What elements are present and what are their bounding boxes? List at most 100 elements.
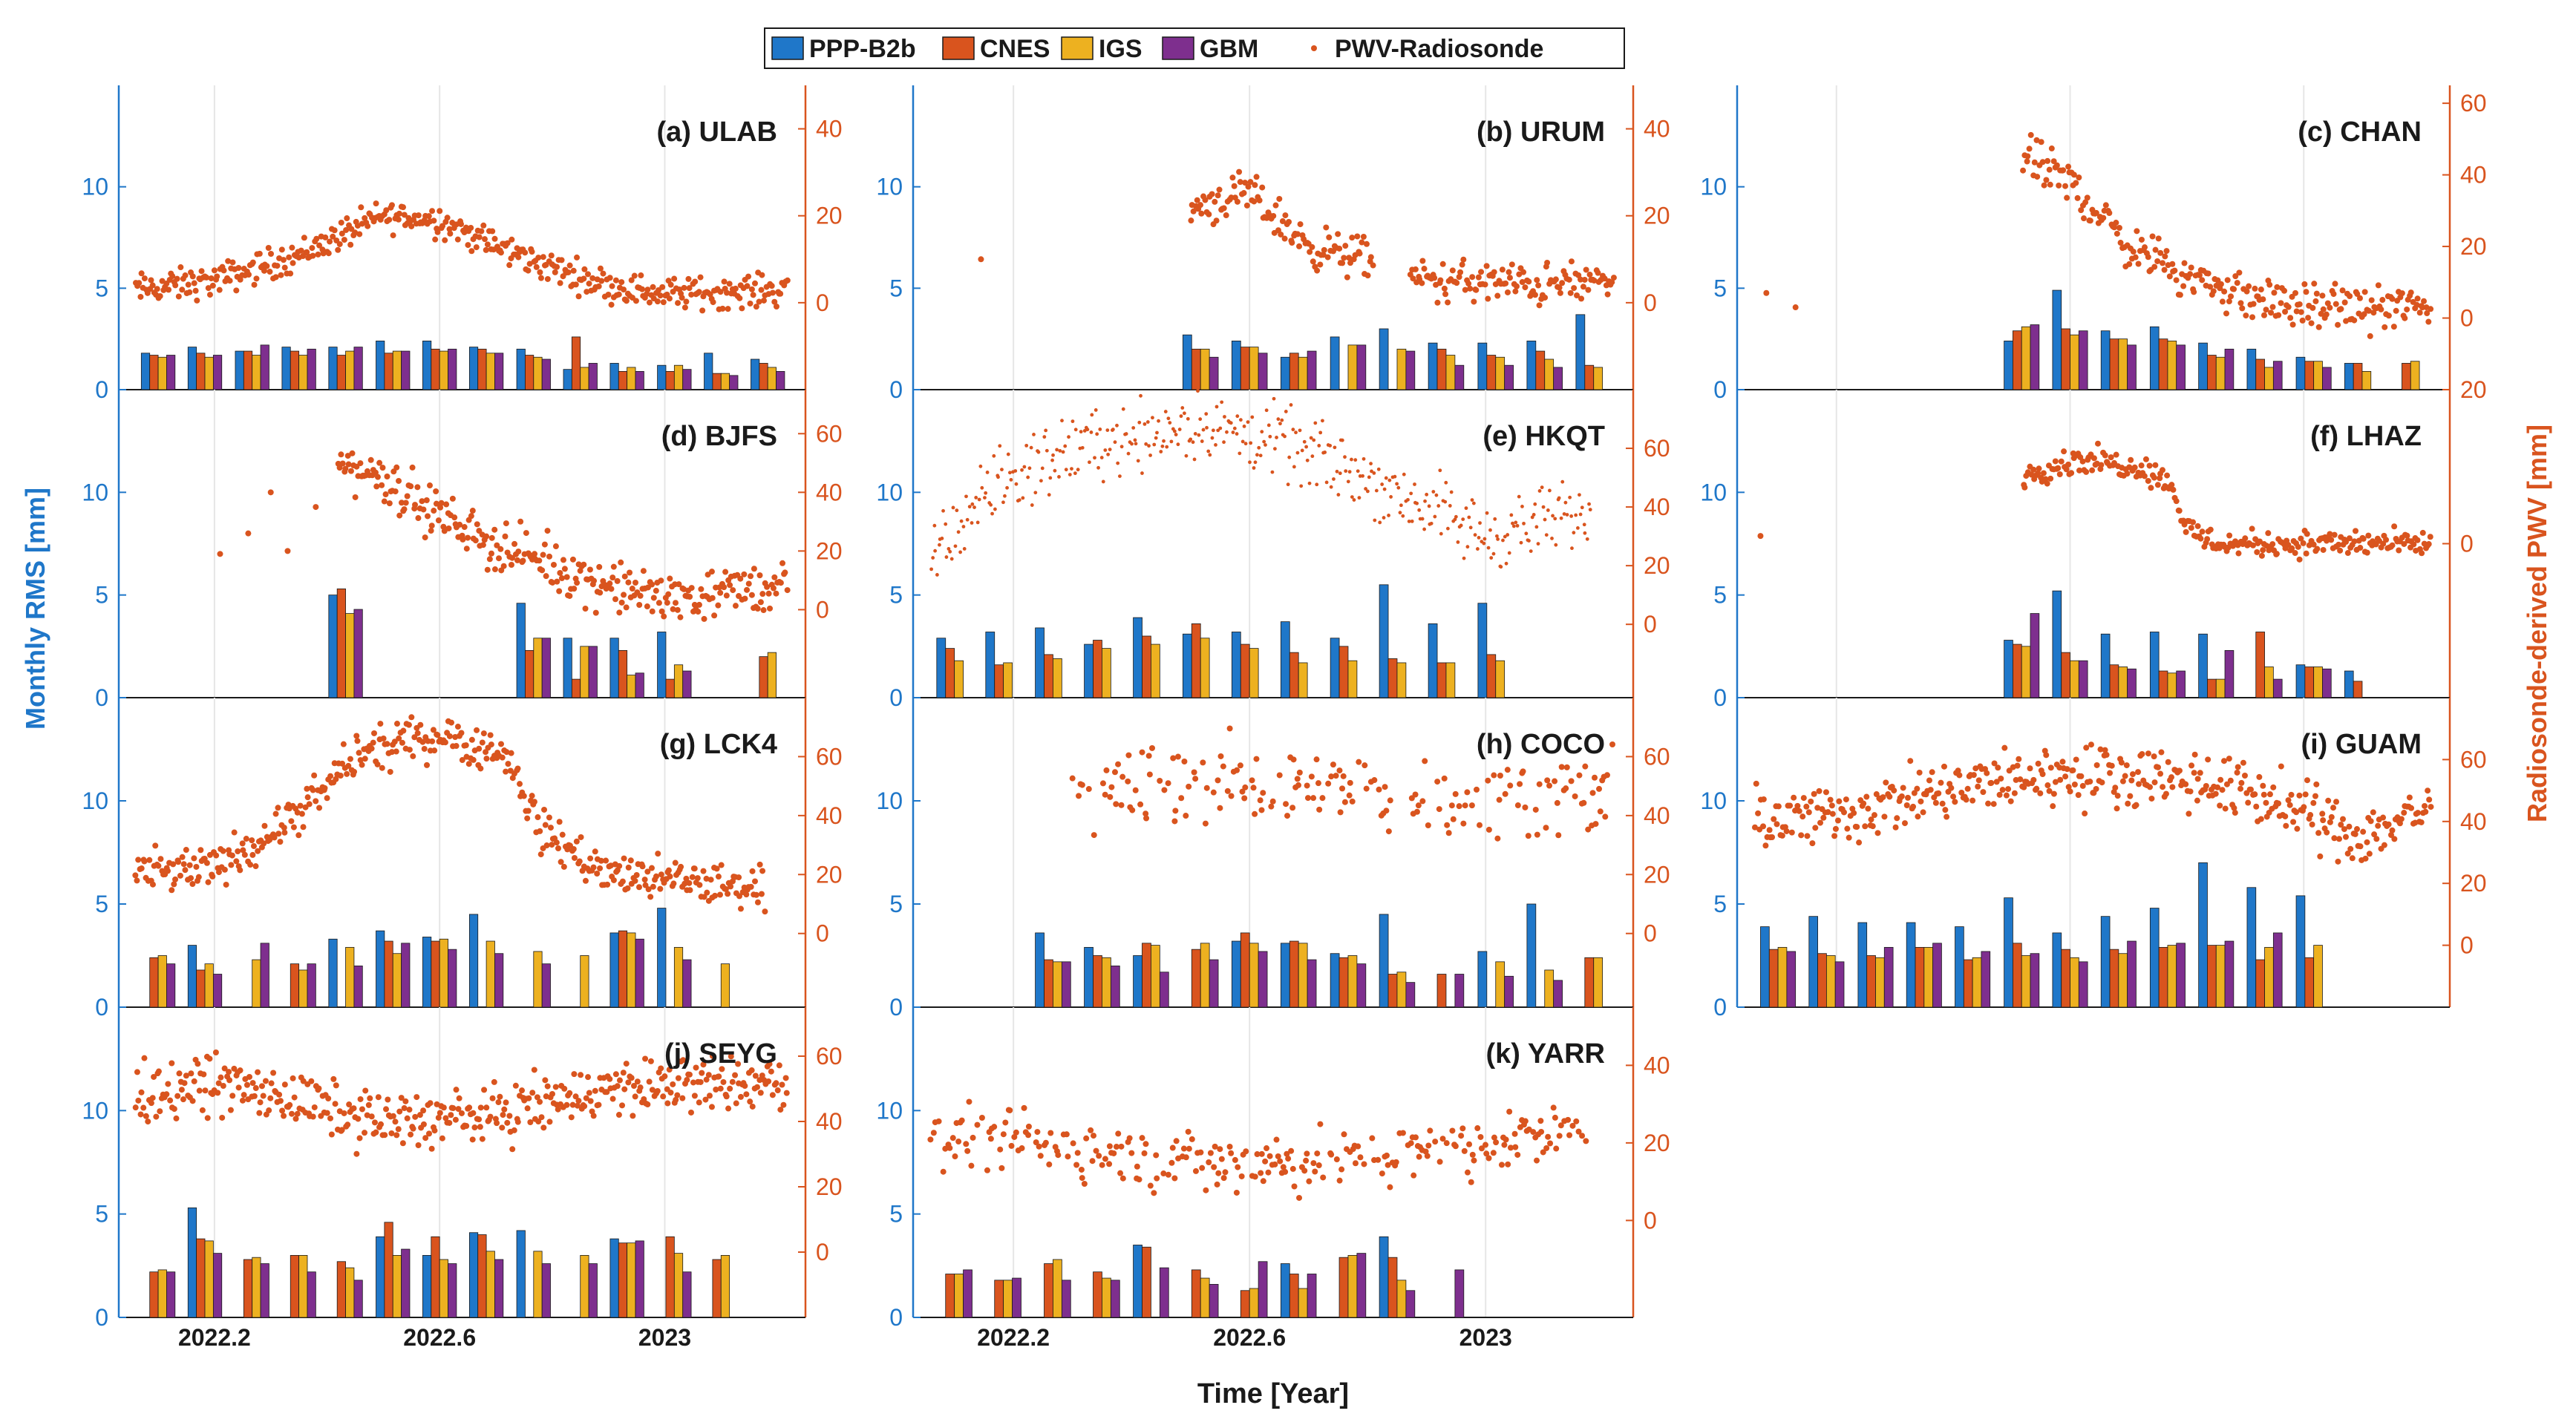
pwv-point bbox=[1450, 816, 1457, 822]
pwv-point bbox=[650, 595, 657, 601]
pwv-point bbox=[2078, 773, 2085, 779]
pwv-point bbox=[1212, 1143, 1218, 1150]
pwv-point bbox=[416, 1112, 423, 1119]
legend-label: IGS bbox=[1099, 35, 1142, 63]
pwv-point bbox=[502, 533, 509, 540]
pwv-point bbox=[2414, 810, 2421, 816]
bar-ppp-b2b bbox=[936, 638, 947, 698]
pwv-point bbox=[1534, 1157, 1540, 1164]
pwv-point bbox=[2205, 270, 2211, 277]
pwv-point bbox=[515, 548, 522, 555]
pwv-point bbox=[331, 227, 338, 234]
pwv-point bbox=[1113, 801, 1119, 808]
pwv-point bbox=[947, 1144, 953, 1151]
pwv-point bbox=[1273, 1136, 1280, 1143]
pwv-point bbox=[2292, 289, 2298, 296]
legend-label: CNES bbox=[980, 35, 1050, 63]
pwv-point bbox=[2289, 321, 2296, 328]
pwv-point bbox=[540, 254, 546, 261]
pwv-point bbox=[978, 1115, 985, 1121]
pwv-point bbox=[344, 1121, 351, 1128]
bar-ppp-b2b bbox=[2198, 862, 2208, 1008]
pwv-point bbox=[431, 1127, 438, 1134]
bar-gbm bbox=[1110, 966, 1120, 1008]
pwv-point bbox=[1304, 782, 1310, 789]
bar-ppp-b2b bbox=[751, 358, 760, 390]
bar-igs bbox=[2070, 957, 2079, 1008]
pwv-point bbox=[557, 280, 563, 286]
pwv-point bbox=[1298, 428, 1302, 433]
pwv-point bbox=[1517, 781, 1523, 787]
pwv-point bbox=[1260, 430, 1264, 434]
legend: PPP-B2b CNES IGS GBM PWV-Radiosonde bbox=[764, 27, 1625, 69]
tick-label-left: 5 bbox=[1713, 275, 1727, 301]
pwv-point bbox=[1409, 491, 1413, 496]
pwv-point bbox=[2275, 312, 2282, 318]
pwv-point bbox=[191, 1078, 197, 1084]
pwv-point bbox=[752, 1072, 759, 1079]
pwv-point bbox=[1794, 802, 1801, 809]
pwv-point bbox=[1338, 1166, 1345, 1173]
bar-igs bbox=[439, 1259, 448, 1318]
pwv-point bbox=[196, 1087, 203, 1094]
pwv-point bbox=[604, 1089, 610, 1095]
tick-label-left: 5 bbox=[889, 582, 903, 609]
pwv-point bbox=[330, 233, 336, 240]
pwv-point bbox=[1270, 212, 1277, 219]
pwv-point bbox=[1449, 490, 1454, 494]
pwv-point bbox=[379, 465, 386, 471]
pwv-point bbox=[417, 721, 424, 728]
pwv-point bbox=[1141, 1150, 1148, 1156]
pwv-point bbox=[2295, 543, 2301, 550]
bar-ppp-b2b bbox=[1575, 314, 1586, 390]
pwv-point bbox=[771, 574, 778, 580]
pwv-point bbox=[1000, 1131, 1007, 1138]
pwv-point bbox=[666, 1067, 673, 1073]
pwv-point bbox=[649, 1087, 656, 1093]
pwv-point bbox=[2075, 792, 2082, 799]
pwv-point bbox=[1410, 1172, 1417, 1179]
pwv-point bbox=[1571, 285, 1578, 292]
pwv-point bbox=[239, 1097, 246, 1104]
pwv-point bbox=[2308, 320, 2315, 327]
pwv-point bbox=[1046, 1161, 1053, 1167]
bar-igs bbox=[157, 1269, 167, 1318]
bar-ppp-b2b bbox=[328, 595, 338, 698]
pwv-point bbox=[2354, 291, 2361, 298]
tick-label-left: 0 bbox=[889, 1304, 903, 1331]
panel-title: (g) LCK4 bbox=[660, 729, 777, 760]
pwv-point bbox=[2309, 304, 2316, 311]
pwv-point bbox=[1076, 793, 1082, 799]
pwv-point bbox=[1993, 779, 2000, 785]
pwv-point bbox=[200, 1071, 207, 1078]
pwv-point bbox=[1193, 431, 1197, 436]
pwv-point bbox=[561, 566, 568, 572]
pwv-point bbox=[768, 1068, 774, 1075]
pwv-point bbox=[2331, 531, 2338, 538]
pwv-point bbox=[508, 561, 514, 568]
pwv-point bbox=[581, 275, 587, 282]
pwv-point bbox=[582, 605, 589, 612]
pwv-point bbox=[368, 1113, 375, 1120]
pwv-point bbox=[1413, 808, 1420, 815]
pwv-point bbox=[1019, 1145, 1025, 1152]
pwv-point bbox=[1105, 428, 1110, 432]
pwv-point bbox=[1226, 1143, 1233, 1150]
pwv-point bbox=[2161, 266, 2168, 273]
pwv-point bbox=[2286, 802, 2293, 808]
pwv-point bbox=[1827, 796, 1834, 803]
pwv-point bbox=[2275, 800, 2282, 807]
pwv-point bbox=[488, 741, 494, 748]
pwv-point bbox=[572, 1093, 579, 1100]
pwv-point bbox=[213, 852, 220, 859]
pwv-point bbox=[1482, 537, 1487, 541]
pwv-point bbox=[546, 553, 553, 560]
bar-igs bbox=[2167, 945, 2177, 1008]
pwv-point bbox=[1180, 406, 1185, 410]
bar-igs bbox=[627, 367, 636, 390]
pwv-point bbox=[1033, 1139, 1039, 1146]
pwv-point bbox=[1352, 498, 1356, 502]
pwv-point bbox=[396, 735, 402, 741]
pwv-point bbox=[1437, 277, 1444, 284]
